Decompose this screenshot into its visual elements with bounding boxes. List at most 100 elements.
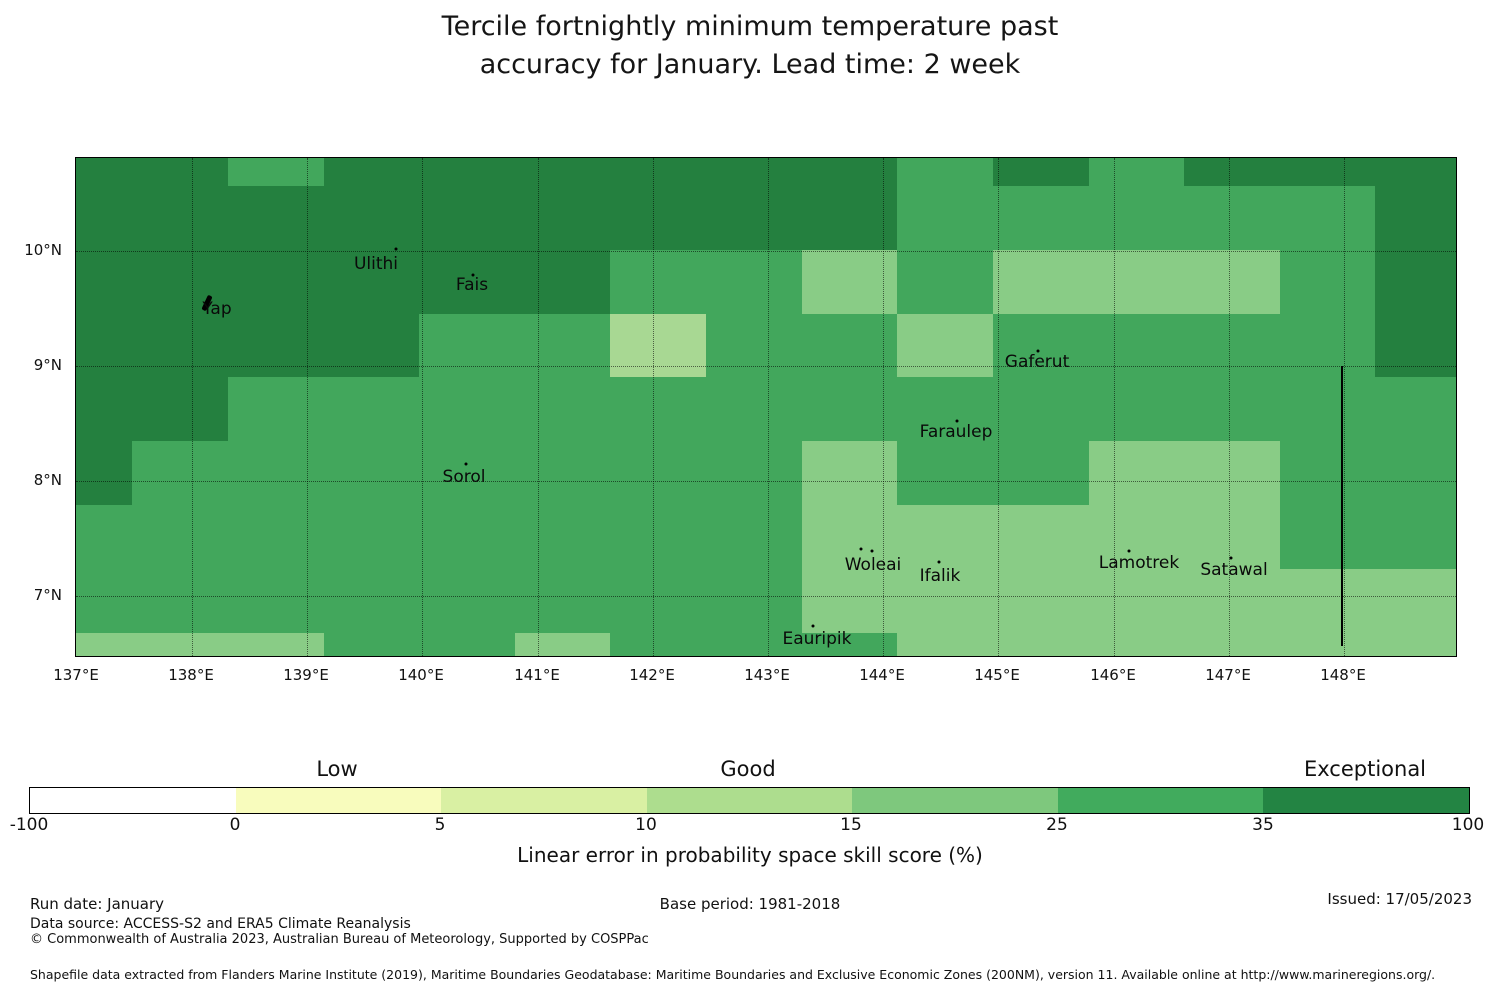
island-marker-dot <box>471 273 475 277</box>
island-marker-dot <box>1036 349 1040 353</box>
grid-cell <box>228 186 324 250</box>
grid-cell <box>706 314 802 377</box>
grid-cell <box>1184 569 1280 633</box>
grid-cell <box>324 158 419 186</box>
grid-cell <box>515 186 610 250</box>
island-marker-dot <box>1229 556 1233 560</box>
island-label: Woleai <box>844 555 902 575</box>
grid-cell <box>897 314 993 377</box>
x-tick-label: 142°E <box>629 666 675 684</box>
footer-copyright: © Commonwealth of Australia 2023, Austra… <box>30 932 649 947</box>
colorbar-tick-label: 5 <box>434 815 446 835</box>
grid-cell <box>324 441 419 505</box>
grid-cell <box>1089 441 1184 505</box>
grid-cell <box>132 158 228 186</box>
longitude-gridline <box>883 158 884 656</box>
eez-boundary-line <box>1341 366 1343 646</box>
grid-cell <box>132 186 228 250</box>
grid-cell <box>1375 158 1456 186</box>
grid-cell <box>802 569 897 633</box>
longitude-gridline <box>192 158 193 656</box>
island-marker-dot <box>1127 549 1131 553</box>
grid-cell <box>993 569 1089 633</box>
grid-cell <box>228 314 324 377</box>
grid-cell <box>802 377 897 441</box>
grid-cell <box>610 505 706 569</box>
colorbar-segment <box>235 788 442 813</box>
longitude-gridline <box>1114 158 1115 656</box>
grid-cell <box>1089 633 1184 656</box>
grid-cell <box>76 633 132 656</box>
y-tick-label: 10°N <box>24 241 62 259</box>
grid-cell <box>610 314 706 377</box>
grid-cell <box>1089 569 1184 633</box>
colorbar-category-label: Exceptional <box>1303 757 1427 781</box>
x-tick-label: 147°E <box>1205 666 1251 684</box>
longitude-gridline <box>538 158 539 656</box>
grid-cell <box>706 158 802 186</box>
y-tick-label: 9°N <box>33 356 62 374</box>
colorbar-caption: Linear error in probability space skill … <box>517 843 983 867</box>
colorbar-segment <box>441 788 647 813</box>
island-label: Eauripik <box>782 629 852 649</box>
latitude-gridline <box>76 251 1456 252</box>
island-marker-dot <box>955 419 959 423</box>
grid-cell <box>515 377 610 441</box>
grid-cell <box>76 441 132 505</box>
grid-cell <box>897 377 993 441</box>
grid-cell <box>802 633 897 656</box>
grid-cell <box>419 314 515 377</box>
grid-cell <box>419 158 515 186</box>
longitude-gridline <box>422 158 423 656</box>
colorbar-segment <box>30 788 236 813</box>
grid-cell <box>706 186 802 250</box>
grid-cell <box>419 505 515 569</box>
grid-cell <box>76 314 132 377</box>
island-label: Fais <box>455 275 489 295</box>
grid-cell <box>610 633 706 656</box>
grid-cell <box>228 569 324 633</box>
grid-cell <box>897 505 993 569</box>
x-tick-label: 148°E <box>1320 666 1366 684</box>
grid-cell <box>1280 633 1375 656</box>
grid-cell <box>324 569 419 633</box>
grid-cell <box>132 633 228 656</box>
grid-cell <box>228 250 324 314</box>
grid-cell <box>993 186 1089 250</box>
grid-cell <box>1089 377 1184 441</box>
colorbar-tick-label: 15 <box>840 815 862 835</box>
grid-cell <box>1184 186 1280 250</box>
grid-cell <box>1280 505 1375 569</box>
grid-cell <box>324 377 419 441</box>
grid-cell <box>1375 505 1456 569</box>
grid-cell <box>706 505 802 569</box>
grid-cell <box>228 377 324 441</box>
island-marker-dot <box>937 560 941 564</box>
footer-shapefile-note: Shapefile data extracted from Flanders M… <box>30 967 1436 982</box>
grid-cell <box>610 569 706 633</box>
grid-cell <box>1089 158 1184 186</box>
grid-cell <box>132 250 228 314</box>
x-tick-label: 139°E <box>283 666 329 684</box>
grid-cell <box>897 633 993 656</box>
grid-cell <box>1089 505 1184 569</box>
grid-cell <box>1280 569 1375 633</box>
colorbar-tick-label: 25 <box>1046 815 1068 835</box>
y-tick-label: 7°N <box>33 586 62 604</box>
grid-cell <box>132 377 228 441</box>
grid-cell <box>1184 250 1280 314</box>
grid-cell <box>897 186 993 250</box>
grid-cell <box>132 505 228 569</box>
colorbar-tick-label: 35 <box>1252 815 1274 835</box>
grid-cell <box>76 186 132 250</box>
grid-cell <box>610 377 706 441</box>
grid-cell <box>419 441 515 505</box>
grid-cell <box>515 569 610 633</box>
grid-cell <box>228 505 324 569</box>
colorbar-segment <box>852 788 1058 813</box>
longitude-gridline <box>307 158 308 656</box>
colorbar-segment <box>646 788 853 813</box>
grid-cell <box>706 633 802 656</box>
grid-cell <box>1280 158 1375 186</box>
colorbar-category-label: Good <box>720 757 776 781</box>
